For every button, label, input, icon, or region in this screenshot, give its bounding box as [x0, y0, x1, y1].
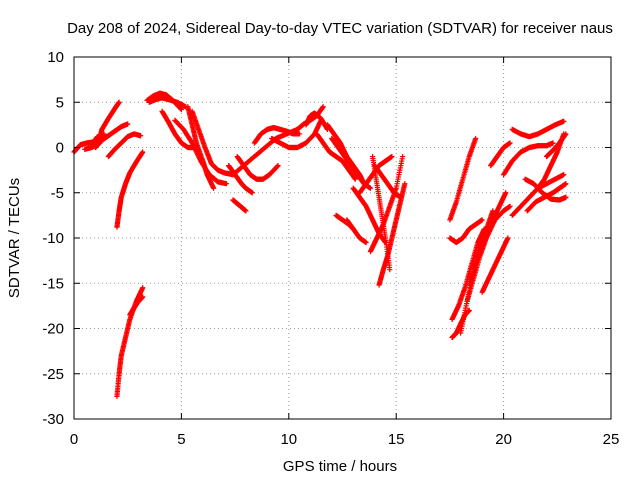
- y-tick-label: -5: [51, 185, 64, 202]
- x-tick-label: 0: [70, 431, 78, 448]
- y-tick-label: -15: [42, 275, 64, 292]
- y-tick-label: -30: [42, 411, 64, 428]
- y-tick-label: -25: [42, 366, 64, 383]
- y-tick-label: 0: [56, 140, 64, 157]
- series-arc04: [92, 121, 131, 151]
- series-arc34: [447, 135, 479, 223]
- series-arc44: [509, 118, 567, 140]
- x-tick-label: 10: [280, 431, 297, 448]
- y-tick-label: -10: [42, 230, 64, 247]
- x-tick-label: 20: [495, 431, 512, 448]
- y-tick-label: -20: [42, 321, 64, 338]
- series-arc45: [509, 172, 567, 218]
- data-point: [140, 285, 146, 291]
- x-axis-label: GPS time / hours: [283, 458, 397, 475]
- series-arc06: [114, 149, 146, 230]
- y-tick-label: 5: [56, 94, 64, 111]
- data-point: [140, 294, 146, 300]
- series-arc27: [344, 217, 369, 246]
- series-arc15: [230, 197, 249, 214]
- data-point: [125, 121, 131, 127]
- series-arc05: [105, 131, 144, 160]
- ticks-layer: 0 5 10 15 20 25 -30 -25 -20 -15 -10 -5 0 5 10: [42, 49, 619, 448]
- data-point: [137, 133, 144, 139]
- points-layer: [71, 90, 569, 399]
- chart-title: Day 208 of 2024, Sidereal Day-to-day VTE…: [67, 20, 613, 37]
- y-axis-label: SDTVAR / TECUs: [6, 178, 23, 298]
- grid-layer: [74, 57, 611, 419]
- y-tick-label: 10: [47, 49, 64, 66]
- x-tick-label: 15: [388, 431, 405, 448]
- x-tick-label: 5: [177, 431, 185, 448]
- x-tick-label: 25: [603, 431, 620, 448]
- data-point: [140, 149, 146, 155]
- data-point: [116, 99, 122, 105]
- series-arc08: [127, 294, 146, 318]
